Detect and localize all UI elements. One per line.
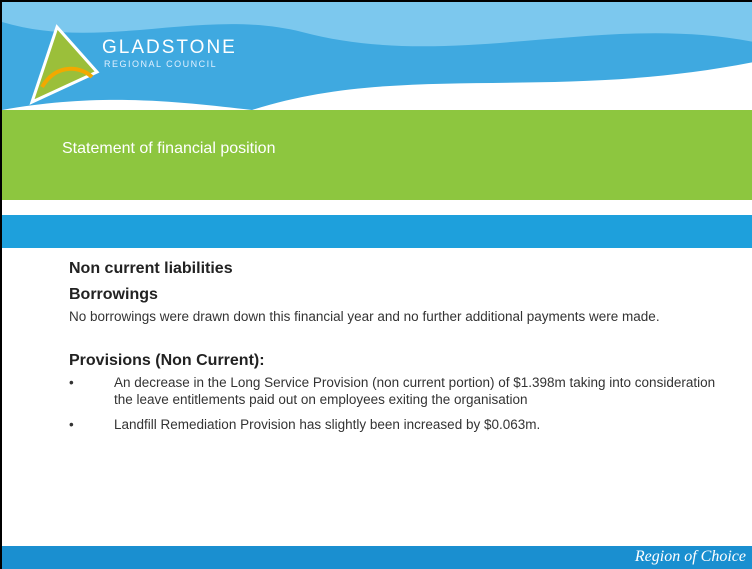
subheading: Borrowings [69, 286, 158, 303]
bullet-list: An decrease in the Long Service Provisio… [69, 374, 752, 433]
subheading: Provisions (Non Current): [69, 352, 265, 369]
heading: Non current liabilities [69, 260, 233, 277]
blue-band [2, 215, 752, 248]
header-art [2, 2, 752, 110]
bullet: Landfill Remediation Provision has sligh… [69, 416, 734, 433]
content: Non current liabilities Borrowings No bo… [69, 260, 752, 441]
footer [2, 546, 752, 569]
title-banner [2, 110, 752, 200]
slide-title: Statement of financial position [62, 140, 276, 157]
org-subtitle: REGIONAL COUNCIL [104, 59, 218, 69]
bullet: An decrease in the Long Service Provisio… [69, 374, 734, 408]
org-name: GLADSTONE [102, 37, 237, 58]
paragraph: No borrowings were drawn down this finan… [69, 309, 660, 324]
tagline: Region of Choice [634, 548, 746, 565]
